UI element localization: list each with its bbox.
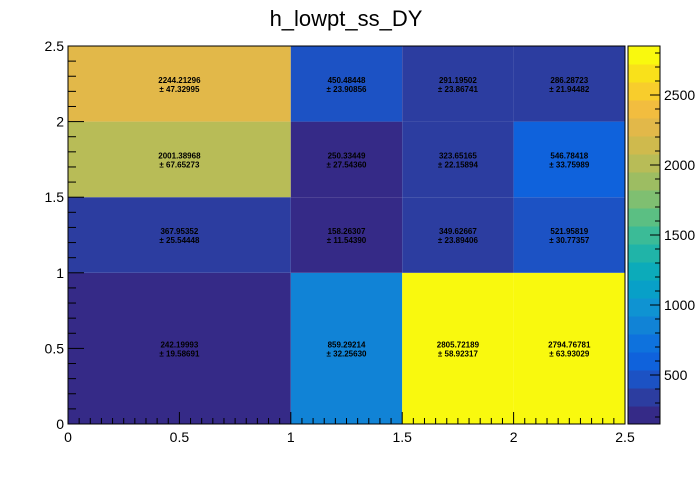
heatmap-cell: [68, 197, 291, 273]
x-tick-label: 0.5: [170, 429, 190, 445]
cell-error-label: ± 67.65273: [159, 160, 200, 169]
cell-value-label: 2805.72189: [437, 340, 480, 349]
colorbar-segment: [628, 82, 660, 101]
cell-value-label: 2001.38968: [158, 151, 201, 160]
colorbar-segment: [628, 172, 660, 191]
y-tick-label: 1.5: [45, 189, 65, 205]
y-tick-label: 2: [56, 114, 64, 130]
colorbar-segment: [628, 118, 660, 137]
cell-error-label: ± 63.93029: [549, 349, 590, 358]
cell-value-label: 859.29214: [328, 340, 366, 349]
colorbar-segment: [628, 334, 660, 353]
heatmap-cell: [290, 272, 403, 424]
cell-error-label: ± 11.54390: [327, 236, 367, 245]
y-tick-label: 1: [56, 265, 64, 281]
x-tick-label: 1: [287, 429, 295, 445]
colorbar-segment: [628, 154, 660, 173]
cell-value-label: 367.95352: [160, 227, 198, 236]
colorbar-segment: [628, 280, 660, 299]
colorbar-tick-label: 1500: [664, 227, 695, 243]
cell-value-label: 546.78418: [550, 151, 588, 160]
cell-error-label: ± 23.90856: [327, 85, 368, 94]
colorbar-segment: [628, 262, 660, 281]
y-tick-label: 2.5: [45, 38, 65, 54]
heatmap-cell: [68, 121, 291, 198]
cell-value-label: 2794.76781: [548, 340, 591, 349]
heatmap-cell: [290, 46, 403, 122]
heatmap-cell: [290, 121, 403, 198]
colorbar-segment: [628, 46, 660, 65]
cell-value-label: 158.26307: [328, 227, 366, 236]
colorbar-segment: [628, 244, 660, 263]
cell-error-label: ± 22.15894: [438, 160, 479, 169]
cell-value-label: 286.28723: [550, 76, 588, 85]
cell-value-label: 2244.21296: [158, 76, 201, 85]
cell-value-label: 291.19502: [439, 76, 477, 85]
cell-error-label: ± 25.54448: [159, 236, 200, 245]
cell-error-label: ± 58.92317: [438, 349, 479, 358]
colorbar-segment: [628, 316, 660, 335]
x-tick-label: 2.5: [615, 429, 635, 445]
colorbar-tick-label: 2000: [664, 157, 695, 173]
cell-error-label: ± 21.94482: [549, 85, 590, 94]
colorbar-segment: [628, 388, 660, 407]
colorbar-segment: [628, 208, 660, 227]
cell-error-label: ± 23.86741: [438, 85, 479, 94]
heatmap-cell: [402, 272, 514, 424]
heatmap-cell: [290, 197, 403, 273]
heatmap-cell: [513, 121, 625, 198]
cell-value-label: 250.33449: [328, 151, 366, 160]
cell-error-label: ± 32.25630: [327, 349, 368, 358]
cell-value-label: 323.65165: [439, 151, 477, 160]
heatmap-cell: [68, 46, 291, 122]
x-tick-label: 1.5: [392, 429, 412, 445]
cell-value-label: 450.48448: [328, 76, 366, 85]
colorbar-segment: [628, 64, 660, 83]
colorbar: 500 1000 1500 2000 2500: [627, 45, 695, 425]
colorbar-segment: [628, 406, 660, 425]
cell-error-label: ± 33.75989: [549, 160, 590, 169]
cell-value-label: 521.95819: [550, 227, 588, 236]
cell-value-label: 349.62667: [439, 227, 477, 236]
colorbar-segment: [628, 190, 660, 209]
y-tick-label: 0: [56, 416, 64, 432]
colorbar-tick-label: 500: [664, 367, 688, 383]
axes: 0 0.5 1 1.5 2 2.5 0 0.5 1 1.5 2 2.5: [45, 38, 635, 445]
heatmap-cell: [513, 197, 625, 273]
colorbar-tick-label: 2500: [664, 87, 695, 103]
heatmap-cell: [402, 46, 514, 122]
heatmap-cell: [68, 272, 291, 424]
x-tick-label: 0: [64, 429, 72, 445]
cell-error-label: ± 30.77357: [549, 236, 590, 245]
colorbar-segment: [628, 100, 660, 119]
heatmap-cells: 242.19993± 19.58691 859.29214± 32.25630 28…: [68, 46, 625, 424]
heatmap-cell: [402, 197, 514, 273]
colorbar-segment: [628, 370, 660, 389]
colorbar-segment: [628, 136, 660, 155]
cell-error-label: ± 19.58691: [159, 349, 200, 358]
colorbar-segment: [628, 352, 660, 371]
chart-title: h_lowpt_ss_DY: [270, 6, 423, 31]
y-tick-label: 0.5: [45, 340, 65, 356]
heatmap-cell: [513, 272, 625, 424]
heatmap-cell: [513, 46, 625, 122]
cell-error-label: ± 27.54360: [327, 160, 368, 169]
colorbar-segment: [628, 226, 660, 245]
cell-error-label: ± 47.32995: [159, 85, 200, 94]
x-tick-label: 2: [510, 429, 518, 445]
colorbar-segment: [628, 298, 660, 317]
heatmap-cell: [402, 121, 514, 198]
colorbar-tick-label: 1000: [664, 297, 695, 313]
cell-error-label: ± 23.89406: [438, 236, 479, 245]
cell-value-label: 242.19993: [160, 340, 198, 349]
